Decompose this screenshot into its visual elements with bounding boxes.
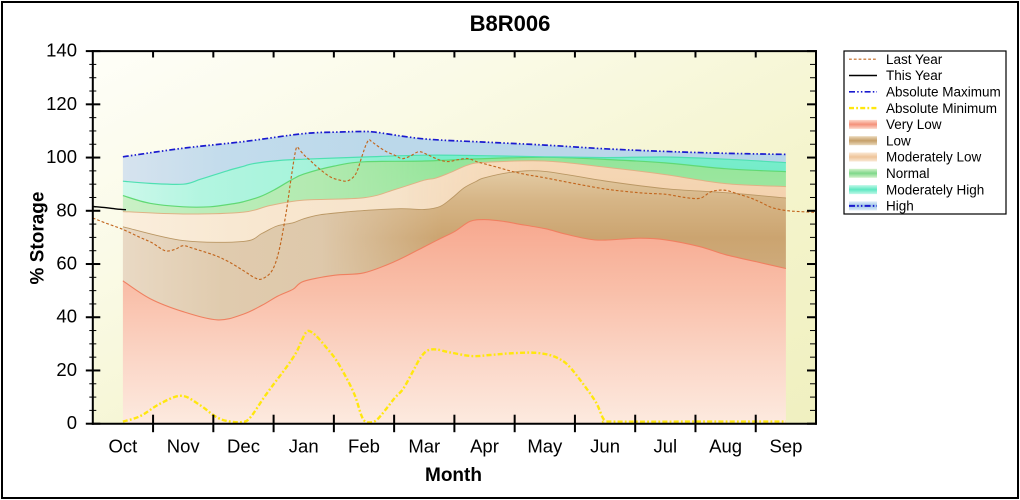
svg-text:Month: Month: [425, 465, 482, 486]
svg-text:High: High: [886, 199, 914, 214]
svg-text:0: 0: [67, 412, 77, 433]
svg-text:Apr: Apr: [470, 436, 499, 457]
svg-text:Aug: Aug: [709, 436, 742, 457]
svg-text:Moderately Low: Moderately Low: [886, 150, 982, 165]
svg-text:Dec: Dec: [227, 436, 260, 457]
svg-text:Low: Low: [886, 133, 911, 148]
svg-text:Feb: Feb: [348, 436, 380, 457]
svg-text:Jun: Jun: [590, 436, 620, 457]
svg-text:Oct: Oct: [109, 436, 138, 457]
svg-text:Jan: Jan: [289, 436, 319, 457]
svg-text:100: 100: [46, 146, 77, 167]
svg-text:140: 140: [46, 40, 77, 61]
svg-text:% Storage: % Storage: [28, 192, 49, 285]
svg-text:Moderately High: Moderately High: [886, 182, 984, 197]
svg-text:May: May: [527, 436, 563, 457]
svg-text:Mar: Mar: [408, 436, 440, 457]
svg-text:20: 20: [56, 359, 77, 380]
svg-text:Absolute Maximum: Absolute Maximum: [886, 85, 1001, 100]
svg-text:This Year: This Year: [886, 68, 943, 83]
svg-text:Very Low: Very Low: [886, 117, 942, 132]
svg-text:40: 40: [56, 306, 77, 327]
svg-text:Jul: Jul: [653, 436, 677, 457]
svg-text:80: 80: [56, 199, 77, 220]
svg-text:Normal: Normal: [886, 166, 930, 181]
svg-text:Nov: Nov: [167, 436, 201, 457]
svg-text:Sep: Sep: [769, 436, 802, 457]
svg-text:Absolute Minimum: Absolute Minimum: [886, 101, 997, 116]
svg-text:Last Year: Last Year: [886, 52, 943, 67]
svg-text:B8R006: B8R006: [470, 11, 551, 36]
svg-text:60: 60: [56, 253, 77, 274]
svg-text:120: 120: [46, 93, 77, 114]
